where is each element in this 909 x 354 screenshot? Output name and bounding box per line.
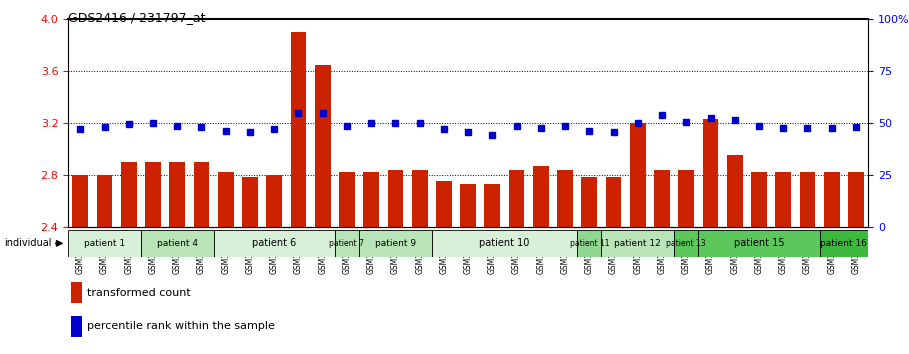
Bar (698, 230, 820, 257)
Bar (141, 230, 214, 257)
Bar (654, 170, 670, 227)
Bar (800, 172, 815, 227)
Text: GDS2416 / 231797_at: GDS2416 / 231797_at (68, 11, 205, 24)
Text: patient 12: patient 12 (614, 239, 661, 248)
Bar (630, 123, 645, 227)
Bar (242, 177, 258, 227)
Bar (848, 172, 864, 227)
Bar (824, 172, 840, 227)
Text: patient 1: patient 1 (84, 239, 125, 248)
Bar (359, 230, 432, 257)
Bar (460, 184, 476, 227)
Bar (169, 162, 185, 227)
Bar (339, 172, 355, 227)
Text: patient 7: patient 7 (329, 239, 365, 248)
Bar (703, 119, 718, 227)
Bar (577, 230, 602, 257)
Text: percentile rank within the sample: percentile rank within the sample (87, 321, 275, 331)
Bar (557, 170, 573, 227)
Bar (71, 316, 82, 337)
Bar (387, 170, 404, 227)
Text: patient 9: patient 9 (375, 239, 416, 248)
Bar (751, 172, 767, 227)
Text: patient 6: patient 6 (252, 238, 296, 249)
Bar (436, 181, 452, 227)
Bar (674, 230, 698, 257)
Bar (73, 175, 88, 227)
Text: patient 13: patient 13 (666, 239, 706, 248)
Bar (291, 33, 306, 227)
Bar (68, 230, 141, 257)
Bar (364, 172, 379, 227)
Text: patient 4: patient 4 (156, 239, 198, 248)
Bar (678, 170, 694, 227)
Bar (484, 184, 500, 227)
Bar (96, 175, 113, 227)
Bar (335, 230, 359, 257)
Bar (602, 230, 674, 257)
Bar (214, 230, 335, 257)
Bar (194, 162, 209, 227)
Bar (412, 170, 427, 227)
Bar (605, 177, 622, 227)
Bar (71, 282, 82, 303)
Bar (533, 166, 549, 227)
Text: patient 11: patient 11 (570, 239, 609, 248)
Text: patient 15: patient 15 (734, 238, 784, 249)
Text: transformed count: transformed count (87, 288, 191, 298)
Bar (509, 170, 524, 227)
Bar (218, 172, 234, 227)
Bar (266, 175, 282, 227)
Bar (775, 172, 791, 227)
Text: patient 10: patient 10 (479, 238, 530, 249)
Bar (432, 230, 577, 257)
Text: individual: individual (5, 238, 52, 249)
Bar (820, 230, 868, 257)
Bar (145, 162, 161, 227)
Bar (121, 162, 136, 227)
Bar (727, 155, 743, 227)
Bar (582, 177, 597, 227)
Bar (315, 65, 331, 227)
Text: patient 16: patient 16 (821, 239, 867, 248)
